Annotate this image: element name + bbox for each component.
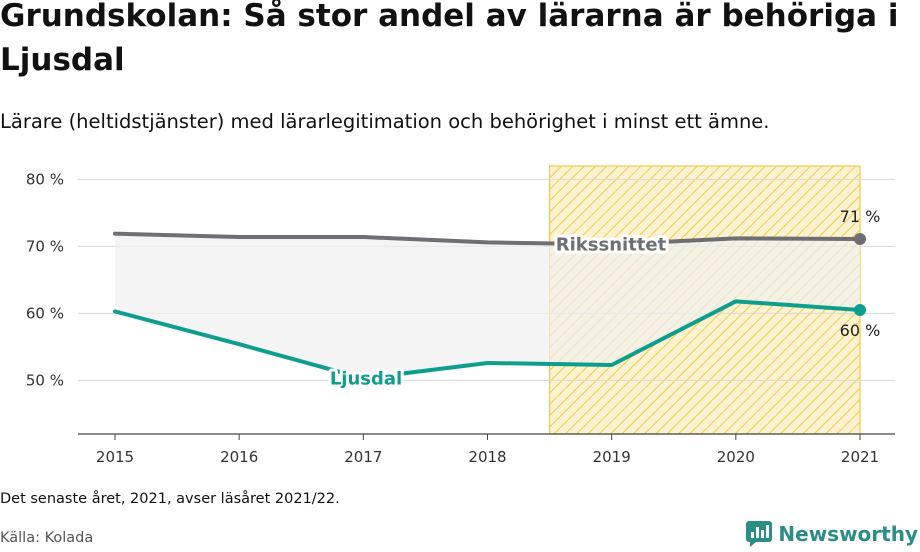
chart-title: Grundskolan: Så stor andel av lärarna är…	[0, 0, 899, 78]
x-tick-label: 2020	[717, 448, 755, 466]
chart-subtitle: Lärare (heltidstjänster) med lärarlegiti…	[0, 110, 770, 133]
endpoint-dot-ljusdal	[854, 304, 866, 317]
y-tick-label: 60 %	[26, 304, 64, 322]
series-line-ljusdal	[113, 299, 862, 381]
x-tick-label: 2016	[220, 448, 258, 466]
x-tick-label: 2017	[344, 448, 382, 466]
y-tick-label: 50 %	[26, 371, 64, 389]
brand-name: Newsworthy	[778, 522, 918, 546]
x-tick-label: 2021	[841, 448, 879, 466]
end-value-label-ljusdal: 60 %	[840, 321, 881, 340]
x-tick-label: 2019	[593, 448, 631, 466]
bar-chart-speech-bubble-icon	[746, 521, 773, 547]
series-line-rikssnittet	[113, 231, 862, 247]
chart-footnote: Det senaste året, 2021, avser läsåret 20…	[0, 491, 340, 507]
line-chart: 50 % 60 % 70 % 80 % Rikssnittet Ljusdal 71 % 6…	[26, 165, 895, 466]
difference-band	[115, 233, 860, 379]
x-tick-label: 2015	[96, 448, 134, 466]
brand-logo: Newsworthy	[746, 519, 918, 549]
series-label-ljusdal: Ljusdal	[330, 368, 402, 389]
y-tick-label: 80 %	[26, 170, 64, 188]
endpoint-dot-rikssnittet	[854, 233, 866, 246]
series-label-rikssnittet: Rikssnittet	[556, 234, 667, 255]
chart-source: Källa: Kolada	[0, 530, 94, 546]
x-tick-label: 2018	[468, 448, 506, 466]
y-tick-label: 70 %	[26, 237, 64, 255]
end-value-label-rikssnittet: 71 %	[840, 207, 881, 226]
